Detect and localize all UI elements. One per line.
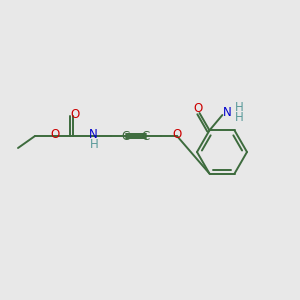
- Text: O: O: [193, 101, 203, 115]
- Text: O: O: [70, 107, 80, 121]
- Text: O: O: [172, 128, 182, 142]
- Text: H: H: [235, 110, 244, 124]
- Text: C: C: [142, 130, 150, 143]
- Text: H: H: [90, 139, 98, 152]
- Text: N: N: [223, 106, 232, 118]
- Text: N: N: [88, 128, 98, 140]
- Text: H: H: [235, 100, 244, 113]
- Text: O: O: [50, 128, 60, 142]
- Text: C: C: [122, 130, 130, 143]
